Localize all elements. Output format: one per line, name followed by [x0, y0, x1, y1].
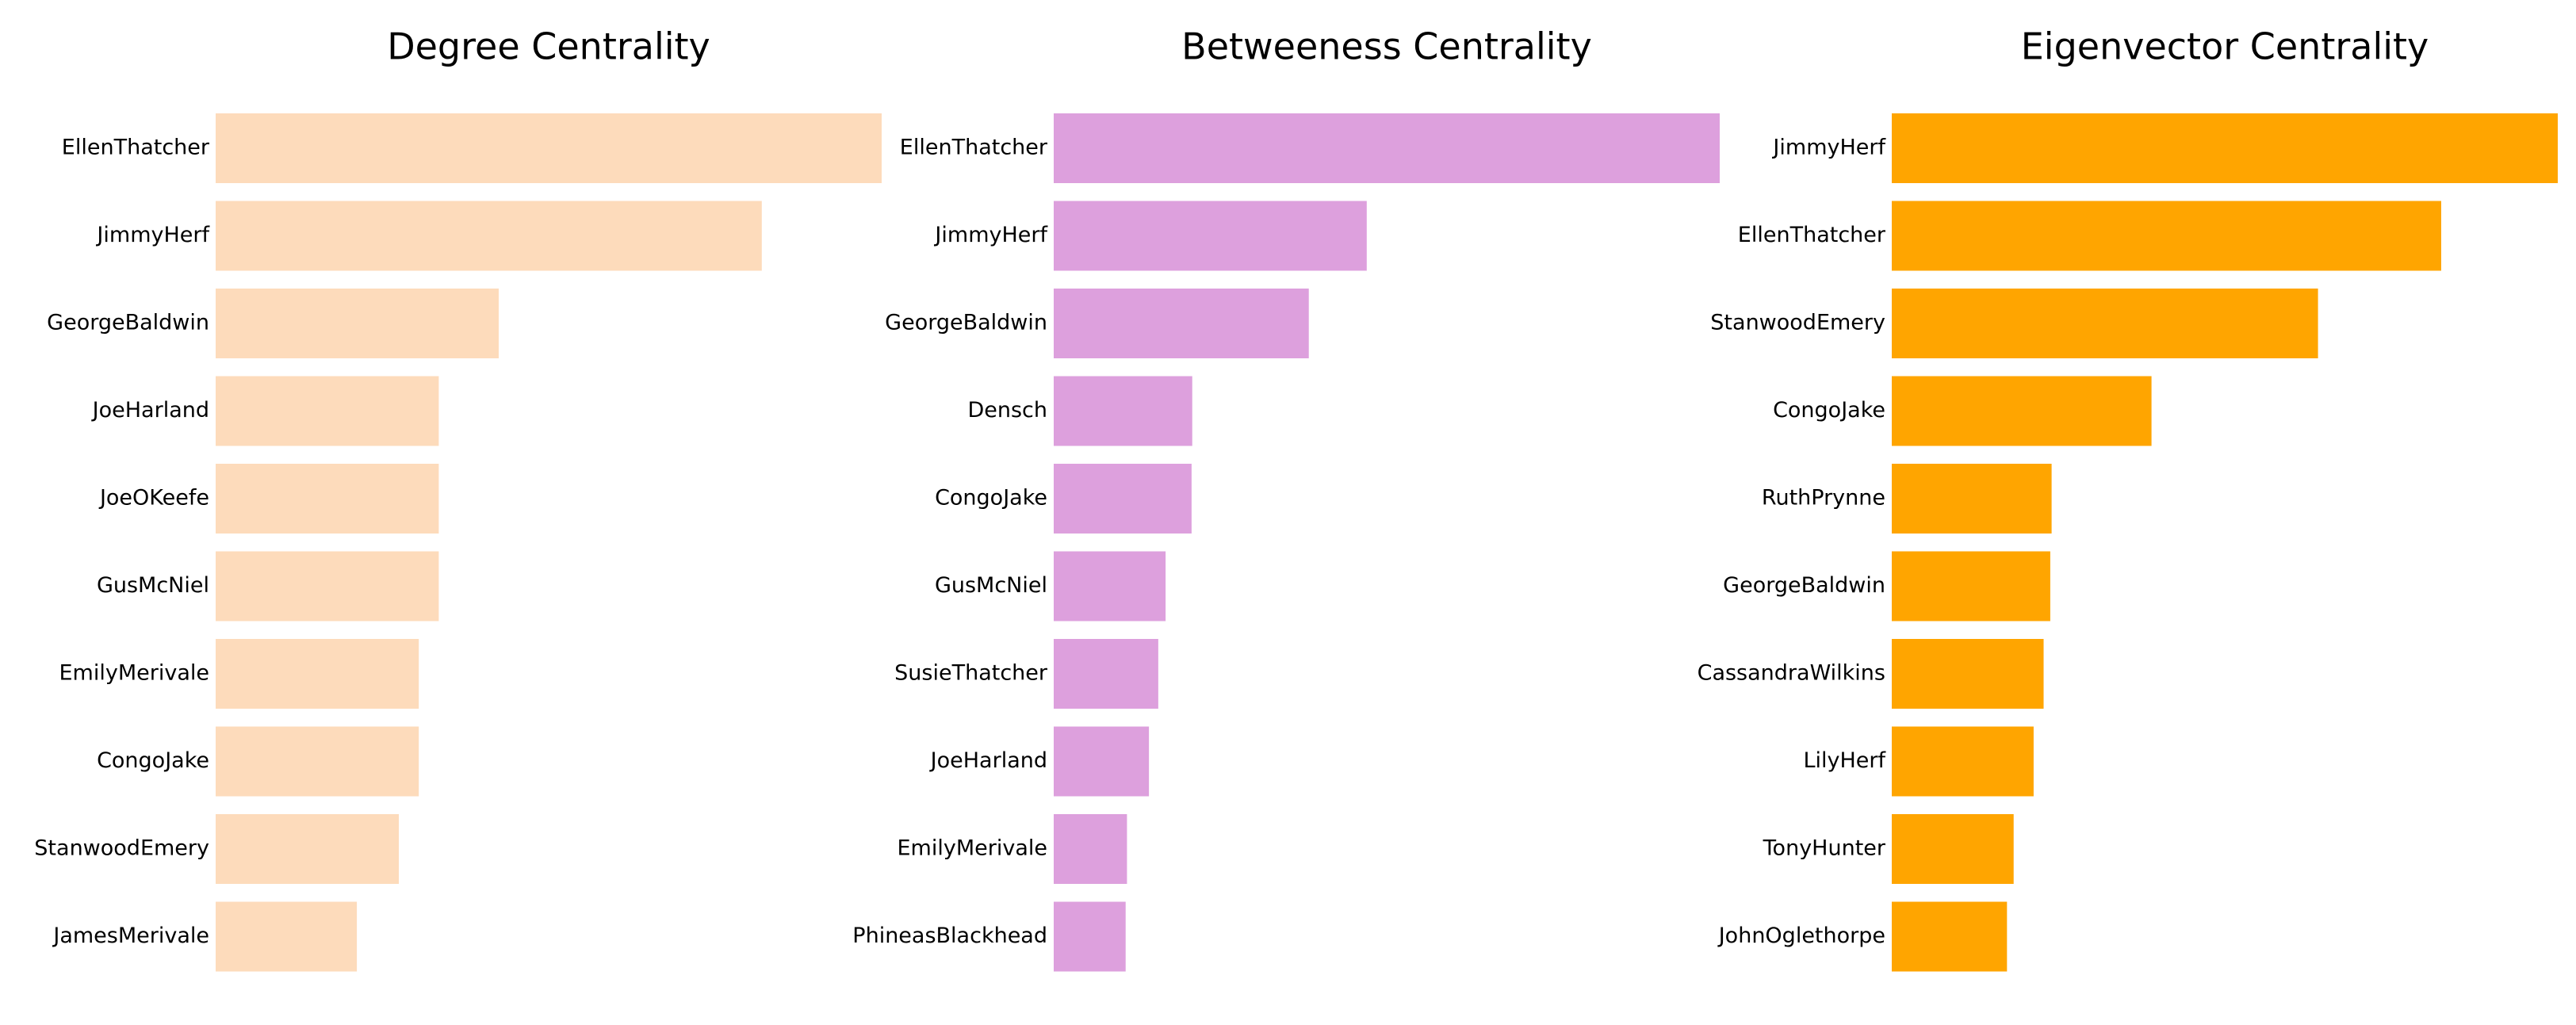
- category-label: JoeHarland: [91, 398, 209, 423]
- chart-title: Betweeness Centrality: [1181, 25, 1592, 68]
- chart-title: Degree Centrality: [387, 25, 710, 68]
- chart-panel-2: Betweeness Centrality EllenThatcher JimmyH…: [852, 25, 1720, 972]
- bar: [1054, 726, 1150, 797]
- category-label: CongoJake: [935, 486, 1047, 511]
- category-label: EllenThatcher: [900, 136, 1048, 160]
- bar: [216, 464, 439, 534]
- bar: [1054, 376, 1192, 446]
- bar: [1054, 639, 1158, 709]
- bar: [216, 113, 882, 183]
- category-label: CassandraWilkins: [1698, 661, 1885, 686]
- category-label: StanwoodEmery: [34, 836, 209, 861]
- category-label: JoeHarland: [929, 748, 1047, 773]
- bar: [1054, 464, 1192, 534]
- bar: [1054, 814, 1127, 884]
- category-label: GusMcNiel: [97, 573, 209, 598]
- category-label: EmilyMerivale: [898, 836, 1048, 861]
- category-label: PhineasBlackhead: [852, 924, 1047, 948]
- bar: [216, 814, 399, 884]
- bar: [1054, 113, 1720, 183]
- bar: [216, 639, 419, 709]
- bar: [1892, 814, 2014, 884]
- category-label: Densch: [967, 398, 1047, 423]
- bar: [216, 726, 419, 797]
- category-label: JoeOKeefe: [98, 486, 209, 511]
- bar: [1892, 376, 2152, 446]
- category-label: SusieThatcher: [894, 661, 1048, 686]
- bar: [1892, 901, 2008, 972]
- category-label: CongoJake: [1773, 398, 1885, 423]
- bar: [216, 901, 358, 972]
- bar: [1892, 551, 2050, 622]
- category-label: JimmyHerf: [95, 223, 210, 247]
- category-label: JamesMerivale: [52, 924, 209, 948]
- category-label: EmilyMerivale: [59, 661, 210, 686]
- category-label: GeorgeBaldwin: [885, 311, 1047, 335]
- bar: [1054, 551, 1166, 622]
- category-label: TonyHunter: [1763, 836, 1886, 861]
- bar: [216, 201, 762, 271]
- category-label: GeorgeBaldwin: [47, 311, 209, 335]
- category-label: RuthPrynne: [1762, 486, 1885, 511]
- bar: [216, 289, 499, 358]
- category-label: JimmyHerf: [1771, 136, 1886, 160]
- bar: [1054, 901, 1126, 972]
- bar: [1054, 289, 1309, 358]
- category-label: JohnOglethorpe: [1717, 924, 1885, 948]
- bar: [1054, 201, 1367, 271]
- bar: [1892, 726, 2034, 797]
- chart-panel-1: Degree Centrality EllenThatcher JimmyHerf G…: [34, 25, 882, 972]
- category-label: GeorgeBaldwin: [1723, 573, 1885, 598]
- bar: [1892, 201, 2441, 271]
- bar: [1892, 639, 2044, 709]
- bar: [1892, 464, 2052, 534]
- category-label: StanwoodEmery: [1710, 311, 1885, 335]
- category-label: EllenThatcher: [1738, 223, 1886, 247]
- chart-title: Eigenvector Centrality: [2021, 25, 2429, 68]
- category-label: CongoJake: [97, 748, 209, 773]
- category-label: JimmyHerf: [933, 223, 1048, 247]
- category-label: GusMcNiel: [935, 573, 1047, 598]
- bar: [1892, 113, 2558, 183]
- category-label: LilyHerf: [1803, 748, 1886, 773]
- category-label: EllenThatcher: [62, 136, 210, 160]
- chart-panel-3: Eigenvector Centrality JimmyHerf EllenThat…: [1698, 25, 2558, 972]
- bar: [1892, 289, 2318, 358]
- bar: [216, 551, 439, 622]
- bar: [216, 376, 439, 446]
